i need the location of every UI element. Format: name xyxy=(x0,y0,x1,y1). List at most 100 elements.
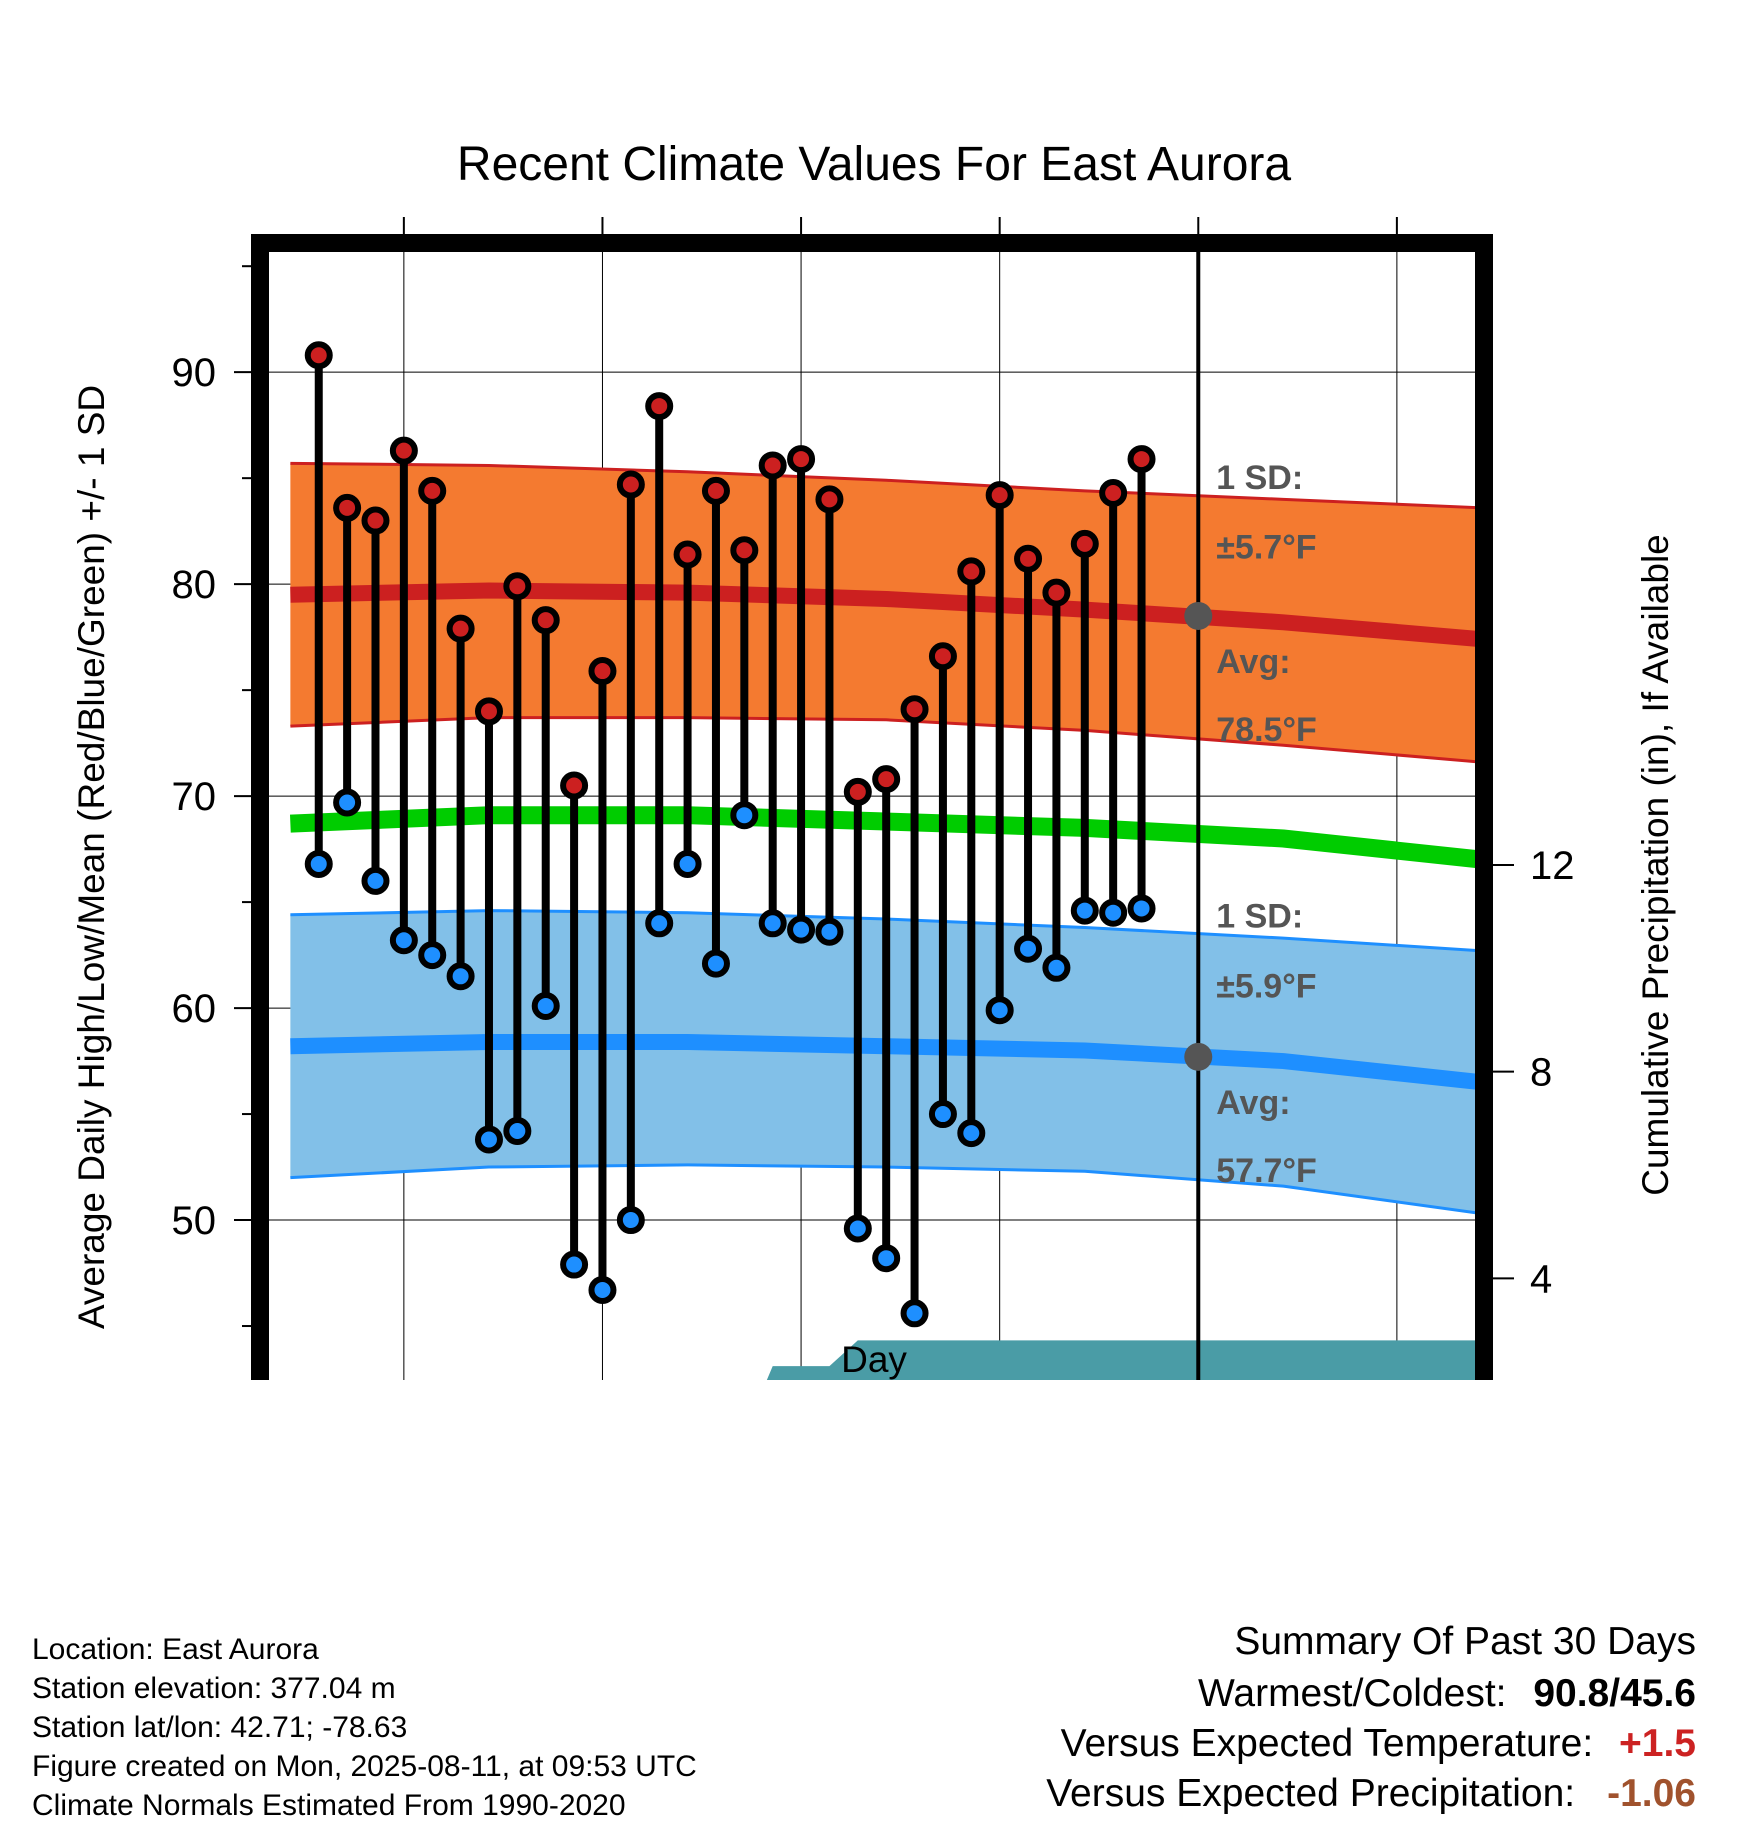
daily-low-point xyxy=(1070,896,1099,925)
daily-low-point xyxy=(361,866,390,895)
daily-high-point xyxy=(843,777,872,806)
daily-high-point xyxy=(1070,529,1099,558)
daily-high-point xyxy=(985,481,1014,510)
daily-low-point xyxy=(1014,934,1043,963)
today-high-avg-marker xyxy=(1184,601,1213,630)
plot-inner xyxy=(262,245,1482,1380)
daily-low-point xyxy=(673,849,702,878)
daily-high-point xyxy=(531,606,560,635)
temperature-value: +1.5 xyxy=(1619,1722,1696,1765)
daily-high-point xyxy=(616,470,645,499)
daily-high-point xyxy=(361,506,390,535)
x-axis-label: Day xyxy=(841,1339,907,1380)
y-tick-label: 50 xyxy=(172,1199,217,1243)
high-sd-band xyxy=(290,463,1482,763)
daily-high-point xyxy=(928,642,957,671)
daily-low-point xyxy=(843,1214,872,1243)
daily-high-point xyxy=(304,341,333,370)
daily-low-point xyxy=(928,1100,957,1129)
daily-low-point xyxy=(1127,894,1156,923)
daily-high-point xyxy=(503,572,532,601)
station-latlon: Station lat/lon: 42.71; -78.63 xyxy=(32,1711,408,1744)
daily-low-point xyxy=(333,788,362,817)
summary-temperature: Versus Expected Temperature: +1.5 xyxy=(1061,1722,1696,1766)
daily-high-point xyxy=(1042,578,1071,607)
daily-low-point xyxy=(985,996,1014,1025)
daily-low-point xyxy=(1042,953,1071,982)
days-count-label: 30 xyxy=(1210,1378,1250,1380)
daily-high-point xyxy=(872,765,901,794)
daily-low-point xyxy=(957,1119,986,1148)
low-avg-value: 57.7°F xyxy=(1216,1152,1317,1190)
climate-normals-period: Climate Normals Estimated From 1990-2020 xyxy=(32,1789,626,1822)
warmest-coldest-label: Warmest/Coldest: xyxy=(1198,1672,1507,1715)
daily-high-point xyxy=(1014,544,1043,573)
daily-low-point xyxy=(446,962,475,991)
daily-high-point xyxy=(701,476,730,505)
high-avg-value: 78.5°F xyxy=(1216,711,1317,749)
daily-high-point xyxy=(333,493,362,522)
daily-low-point xyxy=(645,909,674,938)
daily-high-point xyxy=(560,771,589,800)
daily-high-point xyxy=(957,557,986,586)
high-avg-label: Avg: xyxy=(1216,643,1290,681)
daily-high-point xyxy=(815,485,844,514)
summary-title: Summary Of Past 30 Days xyxy=(1234,1620,1696,1663)
precipitation-value: -1.06 xyxy=(1607,1772,1696,1815)
high-sd-value: ±5.7°F xyxy=(1216,529,1316,567)
low-sd-label: 1 SD: xyxy=(1216,898,1303,936)
daily-low-point xyxy=(616,1206,645,1235)
daily-high-point xyxy=(787,445,816,474)
daily-low-point xyxy=(588,1275,617,1304)
daily-high-point xyxy=(389,436,418,465)
daily-high-point xyxy=(418,476,447,505)
low-avg-label: Avg: xyxy=(1216,1084,1290,1122)
high-sd-label: 1 SD: xyxy=(1216,459,1303,497)
daily-low-point xyxy=(815,917,844,946)
plot-frame xyxy=(251,234,1493,1380)
y2-tick-label: 8 xyxy=(1530,1051,1552,1095)
y-tick-label: 80 xyxy=(172,563,217,607)
daily-high-point xyxy=(588,657,617,686)
y2-axis-label: Cumulative Precipitation (in), If Availa… xyxy=(1635,534,1676,1196)
high-avg-line xyxy=(290,582,1482,648)
today-low-avg-marker xyxy=(1184,1042,1213,1071)
climate-chart: Recent Climate Values For East Aurora 1 … xyxy=(71,138,1676,1380)
daily-low-point xyxy=(418,941,447,970)
daily-high-point xyxy=(645,392,674,421)
y2-tick-label: 4 xyxy=(1530,1257,1552,1301)
daily-low-point xyxy=(758,909,787,938)
daily-low-point xyxy=(560,1250,589,1279)
daily-low-point xyxy=(1099,898,1128,927)
precip-cumulative-area xyxy=(766,1340,1482,1380)
y-tick-label: 90 xyxy=(172,351,217,395)
figure-created: Figure created on Mon, 2025-08-11, at 09… xyxy=(32,1750,697,1783)
summary-precipitation: Versus Expected Precipitation: -1.06 xyxy=(1046,1772,1696,1816)
daily-high-point xyxy=(446,614,475,643)
daily-low-point xyxy=(304,849,333,878)
daily-high-point xyxy=(474,697,503,726)
high-upper-sd-line xyxy=(290,461,1482,510)
daily-low-point xyxy=(787,915,816,944)
daily-low-point xyxy=(531,991,560,1020)
daily-high-point xyxy=(900,695,929,724)
daily-high-point xyxy=(1127,445,1156,474)
daily-low-point xyxy=(503,1117,532,1146)
plot-area: 1 SD: ±5.7°F Avg: 78.5°F 1 SD: ±5.9°F Avg: 57.7… xyxy=(172,217,1575,1380)
temperature-label: Versus Expected Temperature: xyxy=(1060,1722,1594,1765)
daily-high-point xyxy=(673,540,702,569)
daily-high-point xyxy=(1099,479,1128,507)
precipitation-label: Versus Expected Precipitation: xyxy=(1046,1772,1576,1815)
y-tick-label: 60 xyxy=(172,987,217,1031)
y-tick-label: 70 xyxy=(172,775,217,819)
daily-high-point xyxy=(730,536,759,565)
y-axis-label: Average Daily High/Low/Mean (Red/Blue/Gr… xyxy=(71,385,112,1329)
daily-low-point xyxy=(730,801,759,830)
daily-low-point xyxy=(389,926,418,955)
warmest-coldest-value: 90.8/45.6 xyxy=(1533,1672,1696,1715)
daily-low-point xyxy=(474,1125,503,1154)
daily-high-point xyxy=(758,451,787,480)
daily-low-point xyxy=(701,949,730,978)
low-sd-value: ±5.9°F xyxy=(1216,967,1316,1005)
chart-title: Recent Climate Values For East Aurora xyxy=(457,138,1291,191)
